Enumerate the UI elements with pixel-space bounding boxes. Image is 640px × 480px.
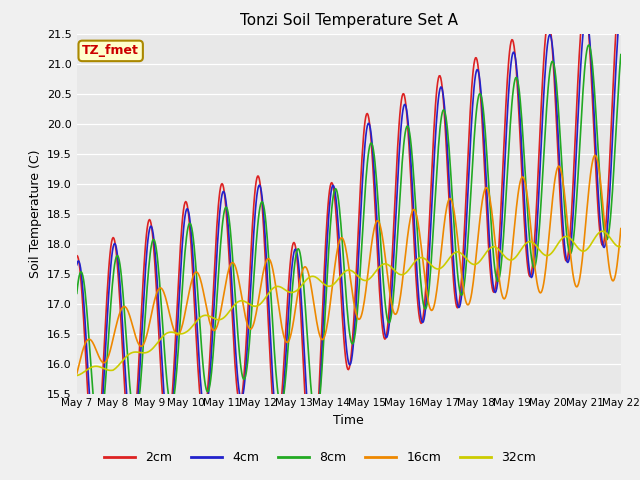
- 2cm: [416, 315, 424, 321]
- 32cm: [415, 255, 422, 261]
- 2cm: [73, 252, 81, 258]
- 8cm: [95, 430, 102, 436]
- Y-axis label: Soil Temperature (C): Soil Temperature (C): [29, 149, 42, 278]
- 8cm: [585, 42, 593, 48]
- 16cm: [83, 338, 90, 344]
- Legend: 2cm, 4cm, 8cm, 16cm, 32cm: 2cm, 4cm, 8cm, 16cm, 32cm: [99, 446, 541, 469]
- 4cm: [83, 345, 90, 350]
- 8cm: [73, 290, 81, 296]
- 32cm: [617, 244, 625, 250]
- 4cm: [431, 134, 439, 140]
- 8cm: [416, 264, 424, 269]
- 2cm: [194, 363, 202, 369]
- 4cm: [139, 315, 147, 321]
- 4cm: [617, 1, 625, 7]
- Line: 16cm: 16cm: [77, 156, 621, 374]
- 16cm: [139, 343, 147, 348]
- 4cm: [310, 459, 317, 465]
- 8cm: [617, 52, 625, 58]
- 8cm: [83, 305, 90, 311]
- Line: 8cm: 8cm: [77, 45, 621, 433]
- X-axis label: Time: Time: [333, 414, 364, 427]
- 2cm: [308, 470, 316, 476]
- 16cm: [415, 225, 422, 230]
- Title: Tonzi Soil Temperature Set A: Tonzi Soil Temperature Set A: [240, 13, 458, 28]
- 16cm: [223, 276, 230, 281]
- 8cm: [431, 190, 439, 196]
- 16cm: [73, 371, 81, 377]
- 32cm: [73, 372, 81, 378]
- 4cm: [416, 304, 424, 310]
- 2cm: [83, 371, 90, 376]
- Line: 2cm: 2cm: [77, 0, 621, 473]
- 16cm: [617, 226, 625, 231]
- 16cm: [431, 300, 438, 306]
- 2cm: [139, 287, 147, 292]
- 8cm: [223, 206, 231, 212]
- 2cm: [431, 103, 439, 108]
- 32cm: [599, 228, 607, 234]
- 8cm: [195, 303, 202, 309]
- Text: TZ_fmet: TZ_fmet: [82, 44, 139, 58]
- 32cm: [139, 350, 147, 356]
- Line: 32cm: 32cm: [77, 231, 621, 375]
- 32cm: [223, 312, 230, 318]
- Line: 4cm: 4cm: [77, 4, 621, 462]
- 4cm: [73, 262, 81, 268]
- 32cm: [83, 367, 90, 373]
- 16cm: [194, 270, 202, 276]
- 4cm: [194, 338, 202, 344]
- 32cm: [194, 317, 202, 323]
- 2cm: [223, 215, 230, 220]
- 8cm: [140, 341, 147, 347]
- 32cm: [431, 265, 438, 271]
- 16cm: [591, 153, 599, 158]
- 4cm: [223, 204, 230, 210]
